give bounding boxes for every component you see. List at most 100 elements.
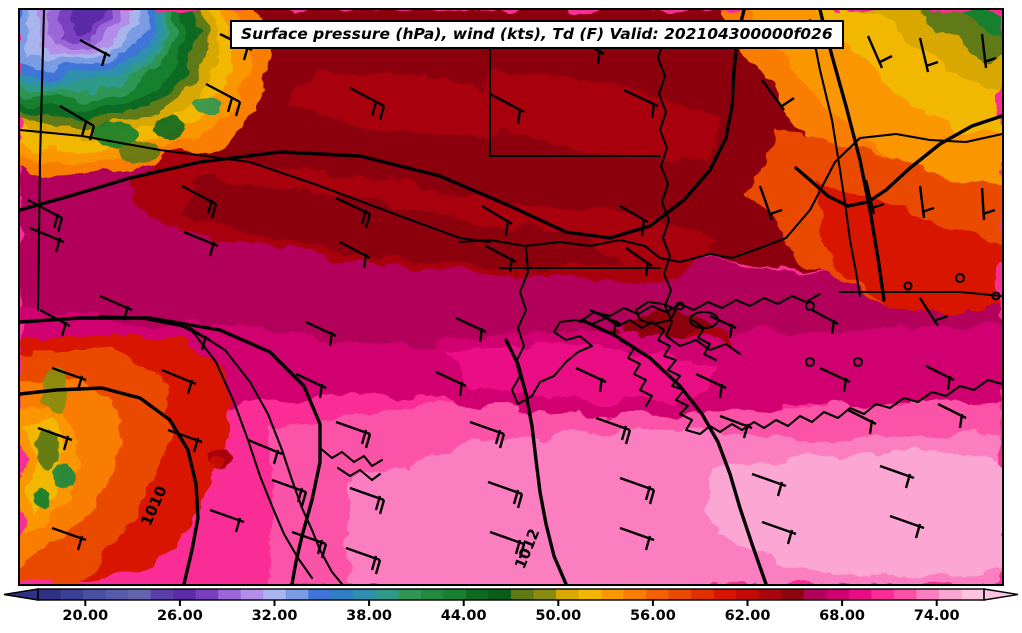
- wind-barb: [51, 526, 87, 551]
- colorbar-segment: [758, 589, 782, 600]
- colorbar-segment: [556, 589, 580, 600]
- colorbar-tick-label: 62.00: [724, 608, 771, 624]
- colorbar-segment: [488, 589, 512, 600]
- colorbar-segment: [848, 589, 872, 600]
- wind-barb: [79, 38, 111, 67]
- wind-barb: [709, 314, 737, 339]
- colorbar[interactable]: 20.00 26.00 32.00 38.00 44.00 50.00 56.00 62.00…: [0, 586, 1022, 633]
- wind-barb: [864, 179, 885, 215]
- colorbar-segment: [420, 589, 445, 600]
- map-title-text: Surface pressure (hPa), wind (kts), Td (…: [241, 25, 833, 43]
- wind-barb: [59, 104, 96, 141]
- colorbar-segment: [826, 589, 850, 600]
- colorbar-segment: [173, 589, 197, 600]
- wind-barb: [345, 546, 382, 575]
- colorbar-segment: [646, 589, 670, 600]
- wind-barb: [167, 428, 203, 453]
- wind-barb: [619, 526, 655, 551]
- map-title-box: Surface pressure (hPa), wind (kts), Td (…: [230, 20, 844, 50]
- colorbar-segment: [398, 589, 422, 600]
- wind-barb: [161, 368, 197, 395]
- colorbar-tick-label: 32.00: [251, 608, 298, 624]
- wind-barb: [623, 88, 659, 119]
- wind-barb: [758, 185, 783, 221]
- wind-barb: [37, 426, 73, 451]
- colorbar-segment: [60, 589, 84, 600]
- wind-barb: [980, 33, 997, 69]
- colorbar-segment: [83, 589, 107, 600]
- colorbar-segment: [330, 589, 354, 600]
- colorbar-segment: [511, 589, 535, 600]
- colorbar-segment: [443, 589, 467, 600]
- colorbar-tick-label: 44.00: [440, 608, 487, 624]
- colorbar-segment: [465, 589, 490, 600]
- wind-barb: [335, 420, 372, 449]
- wind-barb: [29, 226, 65, 253]
- wind-barb: [625, 247, 653, 277]
- colorbar-segment: [916, 589, 940, 600]
- map-canvas[interactable]: 1010 1012: [20, 10, 1002, 584]
- wind-barb: [481, 204, 513, 237]
- wind-barb: [183, 230, 219, 257]
- dewpoint-shading: [20, 10, 1002, 584]
- colorbar-segment: [578, 589, 602, 600]
- wind-barb: [866, 35, 893, 69]
- colorbar-segment: [713, 589, 737, 600]
- colorbar-swatches: [3, 588, 1019, 606]
- colorbar-segment: [533, 589, 557, 600]
- wind-barb: [455, 316, 487, 343]
- wind-barb: [575, 366, 607, 393]
- colorbar-segment: [691, 589, 715, 600]
- wind-barb: [847, 408, 877, 435]
- wind-barb: [435, 370, 467, 397]
- wind-barb: [589, 308, 621, 335]
- colorbar-segment: [938, 589, 963, 600]
- wind-barb: [291, 530, 328, 559]
- wind-barb: [619, 476, 656, 505]
- colorbar-segment: [871, 589, 895, 600]
- colorbar-segment: [150, 589, 174, 600]
- wind-barb: [247, 438, 283, 465]
- wind-barb: [819, 366, 851, 393]
- map-panel[interactable]: 1010 1012: [18, 8, 1004, 586]
- colorbar-extend-max: [983, 588, 1019, 601]
- colorbar-segment: [195, 589, 219, 600]
- colorbar-segment: [38, 589, 62, 600]
- colorbar-tick-label: 38.00: [346, 608, 393, 624]
- colorbar-segment: [263, 589, 287, 600]
- colorbar-tick-label: 74.00: [913, 608, 960, 624]
- wind-barb: [349, 86, 386, 121]
- wind-barb: [695, 372, 727, 399]
- wind-barb: [205, 82, 242, 117]
- colorbar-tick-label: 68.00: [819, 608, 866, 624]
- wind-barb: [889, 514, 925, 539]
- state-boundaries: [20, 10, 1002, 584]
- wind-barb: [937, 402, 967, 429]
- wind-barb: [595, 416, 632, 445]
- wind-barb: [181, 184, 218, 219]
- colorbar-segment: [105, 589, 129, 600]
- wind-barb: [39, 308, 71, 337]
- wind-barb: [349, 486, 386, 515]
- wind-barb: [177, 322, 211, 351]
- wind-barb: [27, 198, 64, 233]
- wind-barbs: [27, 32, 997, 575]
- wind-barb: [469, 420, 506, 449]
- colorbar-tick-label: 26.00: [156, 608, 203, 624]
- wind-barb: [209, 508, 245, 533]
- colorbar-segment: [623, 589, 647, 600]
- wind-barb: [761, 79, 795, 111]
- colorbar-segment: [240, 589, 264, 600]
- wind-barb: [305, 320, 337, 347]
- colorbar-segment: [375, 589, 399, 600]
- wind-barb: [619, 204, 649, 237]
- colorbar-segment: [736, 589, 760, 600]
- wind-barb: [918, 297, 949, 327]
- wind-barb: [271, 478, 308, 507]
- colorbar-tick-label: 20.00: [62, 608, 109, 624]
- pressure-contours: [20, 10, 1002, 584]
- wind-barb: [335, 196, 372, 229]
- colorbar-segment: [668, 589, 692, 600]
- colorbar-segment: [353, 589, 377, 600]
